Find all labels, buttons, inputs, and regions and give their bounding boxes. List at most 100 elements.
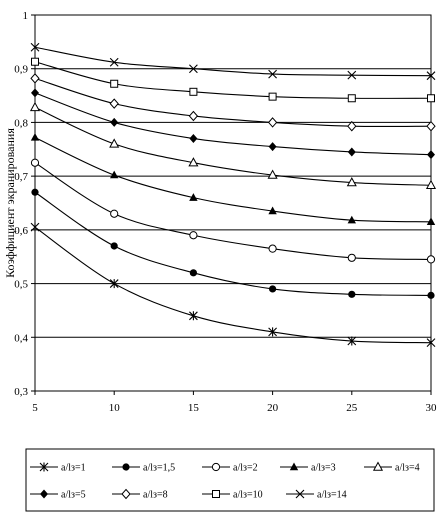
plot-area [34, 14, 432, 392]
data-point [347, 94, 356, 103]
data-point [30, 42, 40, 52]
data-point [268, 327, 277, 337]
data-point [189, 193, 198, 201]
x-axis-ticks: 5 10 15 20 25 30 [32, 391, 437, 414]
data-point [347, 120, 357, 132]
legend-item: a/lз=5 [30, 489, 86, 501]
data-point [427, 94, 435, 103]
data-point [425, 179, 437, 189]
data-point [30, 158, 40, 167]
legend-item: a/lз=3 [280, 462, 336, 474]
y-tick-label: 0,7 [14, 171, 28, 183]
data-point [426, 120, 436, 132]
legend-marker [289, 462, 299, 471]
legend-label: a/lз=10 [233, 490, 263, 501]
legend-label: a/lз=1,5 [143, 463, 175, 474]
legend-marker [295, 489, 305, 499]
x-tick-label: 10 [109, 402, 121, 414]
data-point [29, 101, 41, 112]
data-point [268, 92, 277, 101]
series-layer [29, 42, 437, 348]
y-axis-ticks: 0,3 0,4 0,5 0,6 0,7 0,8 0,9 1 [14, 10, 35, 398]
data-point [268, 206, 277, 215]
legend-label: a/lз=5 [61, 490, 86, 501]
data-point [30, 222, 40, 232]
data-point [189, 64, 198, 74]
data-point [347, 147, 356, 157]
x-tick-label: 30 [426, 402, 438, 414]
data-point [109, 138, 120, 148]
series-line [34, 106, 432, 186]
legend-item: a/lз=14 [286, 490, 347, 501]
x-tick-label: 5 [32, 402, 38, 414]
series-2 [31, 188, 435, 299]
y-tick-label: 0,9 [14, 64, 28, 76]
legend-label: a/lз=4 [395, 463, 420, 474]
series-9 [30, 42, 436, 81]
series-6 [31, 88, 435, 160]
data-point [110, 170, 119, 179]
y-tick-label: 1 [23, 10, 29, 22]
data-point [426, 71, 436, 81]
series-line [34, 136, 432, 223]
data-point [110, 117, 119, 127]
data-point [189, 311, 198, 321]
legend-item: a/lз=8 [112, 488, 168, 501]
series-1 [30, 222, 436, 348]
data-point [30, 132, 40, 141]
series-line [34, 191, 432, 296]
legend-marker [211, 462, 221, 472]
legend-marker [372, 461, 384, 471]
legend-items: a/lз=1 a/lз=1,5 a/lз=2 a/lз=3 a/lз=4 a/lз=5 a/… [30, 461, 420, 501]
series-line [34, 77, 432, 128]
series-8 [31, 57, 435, 103]
legend [25, 448, 435, 512]
data-point [31, 188, 39, 196]
legend-marker [121, 488, 131, 500]
data-point [268, 69, 277, 79]
data-point [109, 279, 119, 289]
y-tick-label: 0,5 [14, 279, 28, 291]
data-point [346, 177, 357, 187]
data-point [268, 142, 277, 152]
data-point [31, 57, 39, 66]
data-point [267, 117, 278, 128]
data-point [109, 57, 119, 67]
legend-label: a/lз=2 [233, 463, 258, 474]
data-point [347, 253, 356, 262]
series-line [34, 162, 432, 260]
y-tick-label: 0,8 [14, 117, 28, 129]
y-tick-label: 0,4 [14, 332, 28, 344]
data-point [347, 215, 356, 224]
legend-marker [212, 490, 220, 498]
series-line [34, 61, 432, 99]
y-tick-label: 0,6 [14, 225, 28, 237]
grid-lines [35, 68, 431, 338]
series-3 [30, 158, 436, 264]
legend-item: a/lз=10 [202, 490, 263, 501]
data-point [269, 285, 277, 293]
data-point [268, 244, 277, 253]
series-5 [29, 101, 437, 189]
legend-item: a/lз=2 [202, 463, 258, 474]
series-line [34, 226, 432, 344]
data-point [426, 338, 436, 348]
data-point [30, 73, 40, 84]
data-point [31, 88, 39, 98]
legend-marker [39, 462, 49, 472]
data-point [110, 79, 119, 88]
y-axis-label: Коэффициент экранирования [3, 128, 17, 278]
x-tick-label: 20 [267, 402, 279, 414]
data-point [110, 242, 118, 250]
data-point [188, 157, 199, 167]
data-point [109, 98, 119, 109]
legend-item: a/lз=1 [30, 462, 86, 474]
legend-label: a/lз=8 [143, 490, 168, 501]
legend-item: a/lз=1,5 [112, 463, 175, 474]
x-tick-label: 15 [188, 402, 200, 414]
data-point [189, 87, 198, 96]
data-point [189, 231, 198, 240]
data-point [427, 291, 435, 299]
legend-label: a/lз=14 [317, 490, 347, 501]
